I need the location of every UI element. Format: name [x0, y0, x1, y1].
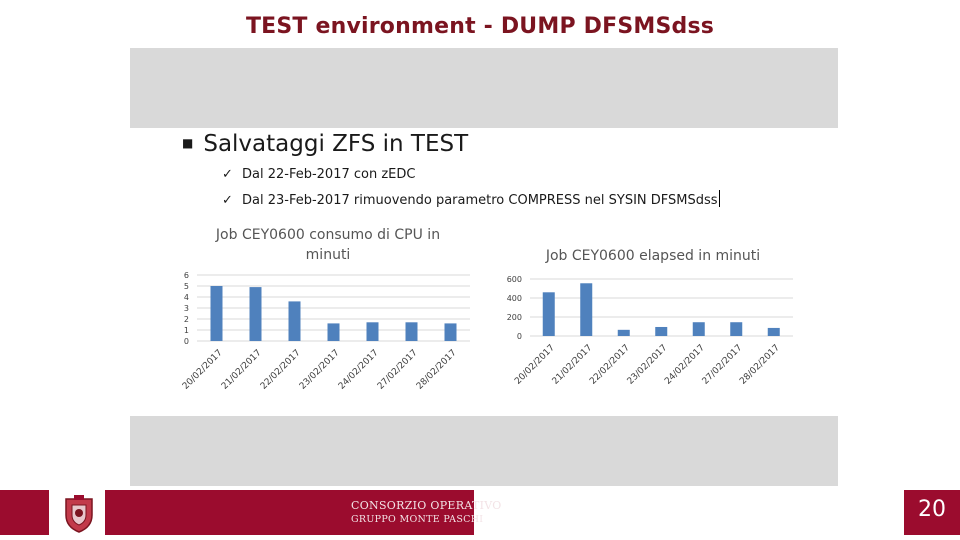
logo-line-2: GRUPPO MONTE PASCHI [351, 514, 484, 525]
footer-bar-left [0, 490, 49, 535]
bullet-item: ✓ Dal 22-Feb-2017 con zEDC [222, 167, 415, 182]
bar [288, 301, 301, 341]
bar [767, 327, 780, 336]
bar [692, 322, 705, 336]
checkmark-icon: ✓ [222, 167, 233, 182]
bar [617, 329, 630, 336]
y-tick-label: 6 [184, 271, 189, 280]
slide-title: TEST environment - DUMP DFSMSdss [245, 14, 715, 39]
section-heading: ■ Salvataggi ZFS in TEST [182, 131, 468, 157]
bar [366, 322, 379, 341]
bar [210, 286, 223, 341]
footer-logo-bar [105, 490, 474, 535]
y-tick-label: 1 [184, 326, 189, 335]
checkmark-icon: ✓ [222, 193, 233, 208]
bar [580, 283, 593, 336]
bar [327, 323, 340, 341]
y-tick-label: 0 [517, 332, 522, 341]
y-tick-label: 200 [507, 313, 522, 322]
chart-title: Job CEY0600 elapsed in minuti [545, 248, 760, 264]
page-number: 20 [918, 497, 946, 522]
square-bullet-icon: ■ [182, 136, 194, 150]
bullet-text: Dal 22-Feb-2017 con zEDC [242, 167, 416, 182]
slide-content: ■ Salvataggi ZFS in TEST ✓ Dal 22-Feb-2017… [130, 128, 838, 416]
x-tick-label: 28/02/2017 [738, 343, 782, 387]
bar [730, 322, 743, 336]
bullet-item: ✓ Dal 23-Feb-2017 rimuovendo parametro CO… [222, 190, 720, 208]
y-tick-label: 2 [184, 315, 189, 324]
bar [405, 322, 418, 341]
y-tick-label: 0 [184, 337, 189, 346]
section-heading-text: Salvataggi ZFS in TEST [203, 131, 469, 157]
page-number-box [904, 490, 960, 535]
y-tick-label: 5 [184, 282, 189, 291]
logo-line-1: CONSORZIO OPERATIVO [351, 499, 502, 512]
bullet-text: Dal 23-Feb-2017 rimuovendo parametro COM… [242, 193, 718, 208]
bar [249, 287, 262, 341]
y-tick-label: 600 [507, 275, 522, 284]
top-gray-band [130, 48, 838, 128]
y-tick-label: 400 [507, 294, 522, 303]
y-tick-label: 4 [184, 293, 189, 302]
chart-title: Job CEY0600 consumo di CPU in [215, 227, 440, 243]
crest-icon [65, 495, 93, 533]
y-tick-label: 3 [184, 304, 189, 313]
bar [444, 323, 457, 341]
text-cursor [718, 190, 720, 207]
bar [542, 292, 555, 336]
bar [655, 326, 668, 336]
bottom-gray-band [130, 416, 838, 486]
chart-title: minuti [306, 247, 351, 263]
